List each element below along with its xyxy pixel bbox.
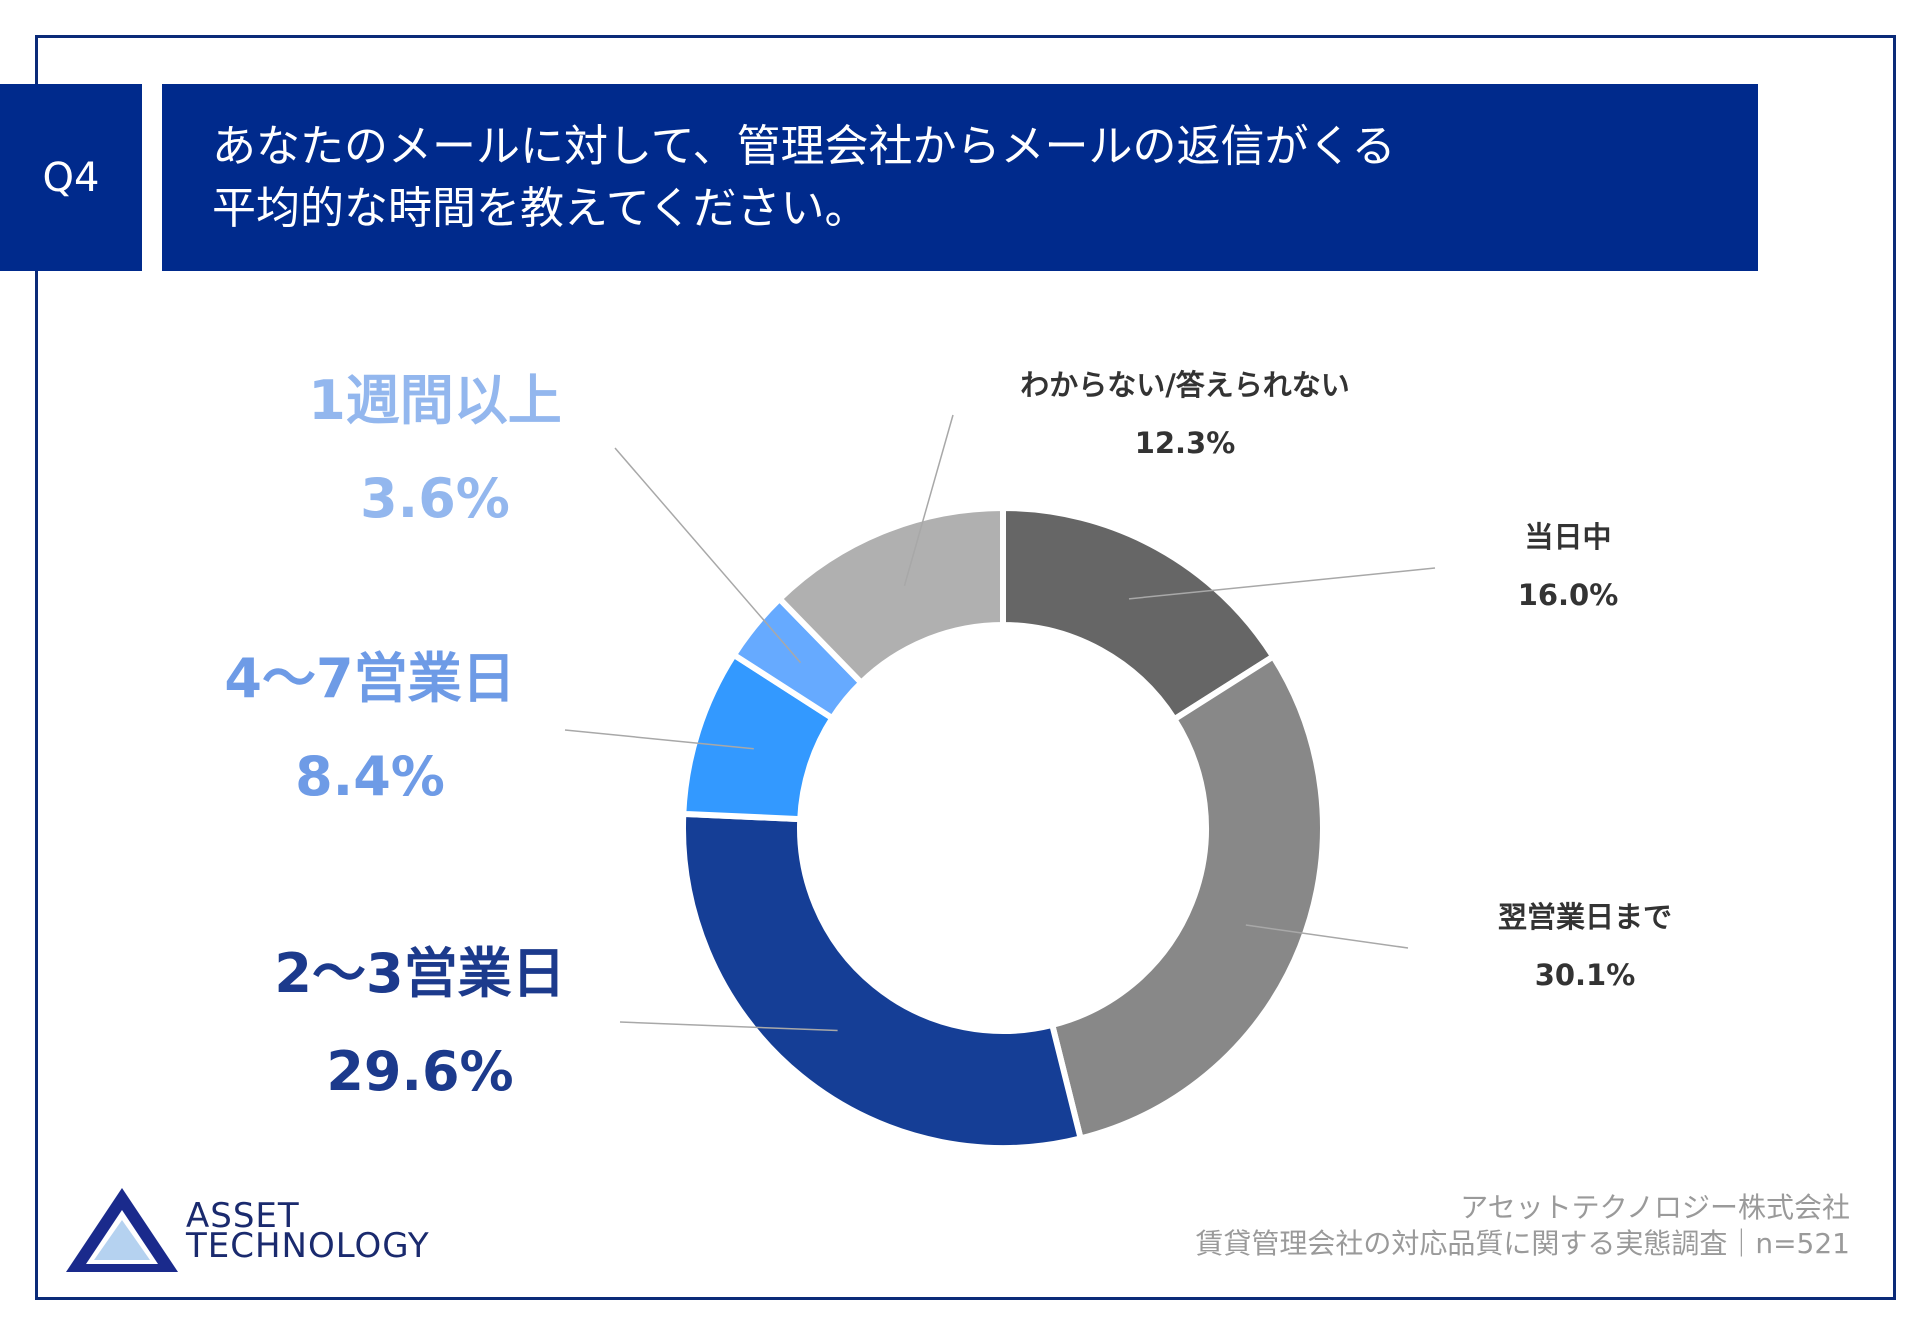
title-line-2: 平均的な時間を教えてください。 bbox=[212, 183, 869, 234]
title-line-1: あなたのメールに対して、管理会社からメールの返信がくる bbox=[212, 121, 1396, 172]
leader-line-4-7-business-days bbox=[564, 729, 754, 750]
label-4-7-business-days: 4〜7営業日 8.4% bbox=[180, 630, 560, 826]
leader-line-next-business-day bbox=[1245, 924, 1409, 949]
label-unknown-value: 12.3% bbox=[1134, 426, 1236, 460]
logo-text-line-2: TECHNOLOGY bbox=[186, 1226, 430, 1266]
label-unknown: わからない/答えられない 12.3% bbox=[965, 356, 1405, 472]
leader-line-same-day bbox=[1128, 567, 1436, 600]
label-over-one-week: 1週間以上 3.6% bbox=[245, 352, 625, 548]
logo-text-line-1: ASSET bbox=[186, 1196, 300, 1236]
chart-leader-lines bbox=[564, 414, 1436, 1032]
label-2-3-business-days-name: 2〜3営業日 bbox=[274, 942, 566, 1005]
label-4-7-business-days-name: 4〜7営業日 bbox=[224, 647, 516, 710]
label-same-day: 当日中 16.0% bbox=[1463, 508, 1673, 624]
label-over-one-week-name: 1週間以上 bbox=[308, 369, 562, 432]
slice-2-3-business-days bbox=[680, 810, 1085, 1151]
label-unknown-name: わからない/答えられない bbox=[1020, 368, 1350, 402]
outer-frame bbox=[35, 35, 1896, 1300]
label-same-day-name: 当日中 bbox=[1524, 520, 1612, 554]
label-2-3-business-days: 2〜3営業日 29.6% bbox=[230, 925, 610, 1121]
question-title: あなたのメールに対して、管理会社からメールの返信がくる 平均的な時間を教えてくだ… bbox=[162, 84, 1758, 271]
label-next-business-day: 翌営業日まで 30.1% bbox=[1450, 888, 1720, 1004]
leader-line-2-3-business-days bbox=[619, 1021, 838, 1032]
chart-slices bbox=[680, 504, 1326, 1151]
label-over-one-week-value: 3.6% bbox=[360, 467, 510, 530]
slice-next-business-day bbox=[1048, 652, 1326, 1143]
footer-company: アセットテクノロジー株式会社 bbox=[1460, 1191, 1850, 1224]
footer-survey: 賃貸管理会社の対応品質に関する実態調査｜n=521 bbox=[1195, 1227, 1850, 1260]
label-next-business-day-name: 翌営業日まで bbox=[1497, 900, 1672, 934]
question-badge: Q4 bbox=[0, 84, 142, 271]
leader-line-unknown bbox=[903, 414, 954, 586]
label-4-7-business-days-value: 8.4% bbox=[295, 745, 445, 808]
asset-technology-logo-icon bbox=[66, 1188, 178, 1272]
slice-unknown bbox=[775, 504, 1006, 687]
label-next-business-day-value: 30.1% bbox=[1534, 958, 1636, 992]
footer-credit: アセットテクノロジー株式会社 賃貸管理会社の対応品質に関する実態調査｜n=521 bbox=[1195, 1190, 1850, 1262]
label-2-3-business-days-value: 29.6% bbox=[326, 1040, 514, 1103]
leader-line-over-one-week bbox=[614, 447, 802, 664]
label-same-day-value: 16.0% bbox=[1517, 578, 1619, 612]
